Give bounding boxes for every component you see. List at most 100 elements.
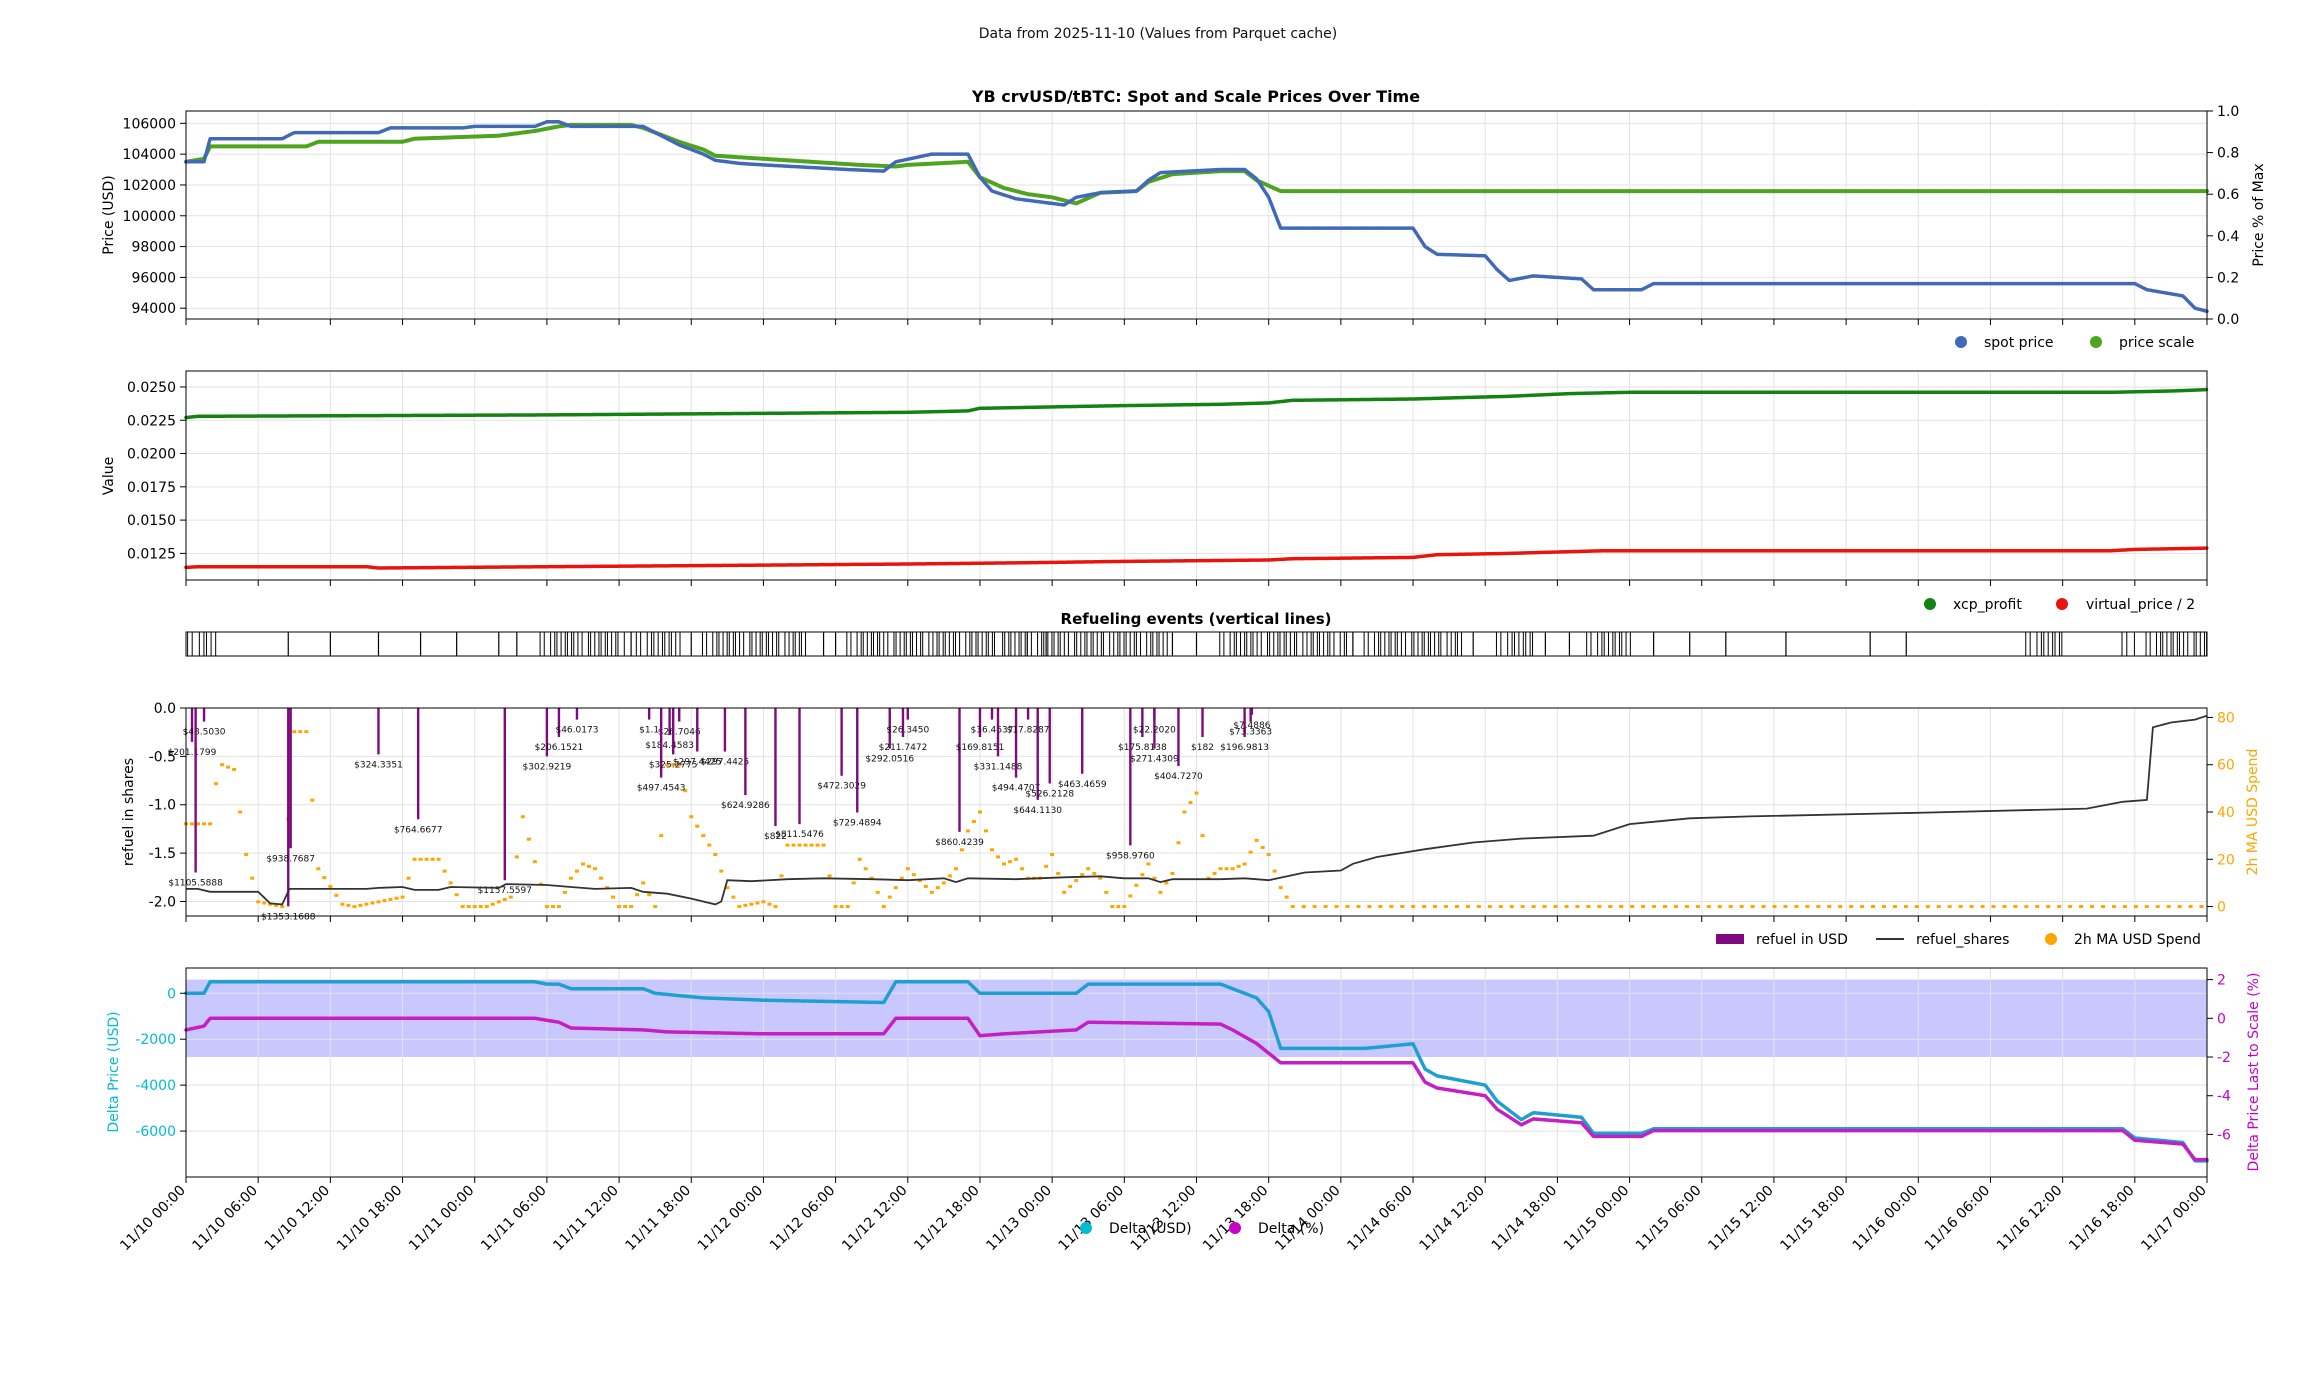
refuel-usd-label: $7.4886 [1233, 721, 1270, 731]
y-tick-label-right: -4 [2217, 1089, 2231, 1105]
ma-usd-spend-point [803, 843, 808, 847]
ma-usd-spend-point [1164, 881, 1169, 885]
ma-usd-spend-point [2166, 905, 2171, 909]
ma-usd-spend-point [833, 905, 838, 909]
ma-usd-spend-point [1608, 905, 1613, 909]
ma-usd-spend-point [526, 837, 531, 841]
refuel-usd-label: $292.0516 [865, 755, 914, 765]
ma-usd-spend-point [376, 900, 381, 904]
x-tick-label: 11/15 18:00 [1777, 1183, 1849, 1255]
legend-marker-refuel-usd [1716, 934, 1744, 944]
refuel-usd-label: $494.4707 [992, 784, 1041, 794]
x-tick-label: 11/16 00:00 [1850, 1183, 1922, 1255]
events-plot-area [187, 632, 2208, 656]
ma-usd-spend-point [262, 901, 267, 905]
refuel-y-ticks: 0.0 -0.5 -1.0 -1.5 -2.0 [149, 701, 186, 910]
ma-usd-spend-point [2024, 905, 2029, 909]
legend-marker-xcp-profit [1924, 598, 1936, 610]
y-tick-label-right: 0.6 [2217, 187, 2239, 203]
ma-usd-spend-point [1695, 905, 1700, 909]
y-tick-label: -1.0 [149, 798, 176, 814]
ma-usd-spend-point [887, 895, 892, 899]
ma-usd-spend-point [977, 810, 982, 814]
ma-usd-spend-point [1074, 879, 1079, 883]
legend-label-spot-price: spot price [1984, 335, 2054, 351]
refuel-usd-label: $184.4583 [645, 741, 694, 751]
ma-usd-spend-point [1242, 862, 1247, 866]
prices-title: YB crvUSD/tBTC: Spot and Scale Prices Ov… [971, 87, 1420, 106]
refuel-usd-label: $169.8151 [956, 743, 1005, 753]
ma-usd-spend-point [899, 876, 904, 880]
y-tick-label: -0.5 [149, 749, 176, 765]
ma-usd-spend-point [202, 822, 207, 826]
ma-usd-spend-point [683, 789, 688, 793]
refuel-usd-label: $271.4309 [1130, 755, 1179, 765]
ma-usd-spend-point [1860, 905, 1865, 909]
y-tick-label: 0.0175 [127, 480, 176, 496]
refuel-usd-label: $331.1488 [974, 762, 1023, 772]
x-tick-label: 11/15 12:00 [1705, 1183, 1777, 1255]
x-tick-label: 11/16 18:00 [2066, 1183, 2138, 1255]
x-tick-label: 11/11 18:00 [623, 1183, 695, 1255]
ma-usd-spend-point [617, 905, 622, 909]
ma-usd-spend-point [334, 893, 339, 897]
ma-usd-spend-point [743, 903, 748, 907]
ma-usd-spend-point [935, 886, 940, 890]
refuel-usd-label: $1105.5888 [168, 878, 223, 888]
ma-usd-spend-point [1761, 905, 1766, 909]
ma-usd-spend-point [641, 881, 646, 885]
ma-usd-spend-point [1531, 905, 1536, 909]
ma-usd-spend-point [1827, 905, 1832, 909]
series-price-scale [184, 122, 2209, 206]
ma-usd-spend-point [472, 905, 477, 909]
y-tick-label-right: 0 [2217, 900, 2226, 916]
refuel-ylabel-right: 2h MA USD Spend [2245, 749, 2261, 876]
y-tick-label: 0.0225 [127, 413, 176, 429]
ma-usd-spend-point [1272, 869, 1277, 873]
ma-usd-spend-point [653, 905, 658, 909]
prices-y-ticks-right: 0.0 0.2 0.4 0.6 0.8 1.0 [2207, 104, 2239, 328]
x-tick-label: 11/12 06:00 [767, 1183, 839, 1255]
ma-usd-spend-point [1487, 905, 1492, 909]
ma-usd-spend-point [400, 895, 405, 899]
x-tick-label: 11/14 06:00 [1344, 1183, 1416, 1255]
ma-usd-spend-point [1128, 894, 1133, 898]
y-tick-label-right: 20 [2217, 852, 2235, 868]
ma-usd-spend-point [1673, 905, 1678, 909]
ma-usd-spend-point [1597, 905, 1602, 909]
refuel-usd-label: $182 [1191, 743, 1214, 753]
refuel-usd-label: $324.3351 [354, 760, 403, 770]
x-tick-label: 11/11 06:00 [478, 1183, 550, 1255]
refuel-usd-label: $729.4894 [833, 818, 882, 828]
ma-usd-spend-point [544, 905, 549, 909]
ma-usd-spend-point [556, 905, 561, 909]
ma-usd-spend-point [1575, 905, 1580, 909]
ma-usd-spend-point [1652, 905, 1657, 909]
ma-usd-spend-point [749, 902, 754, 906]
ma-usd-spend-point [1194, 791, 1199, 795]
ma-usd-spend-point [893, 886, 898, 890]
ma-usd-spend-point [1564, 905, 1569, 909]
ma-usd-spend-point [929, 890, 934, 894]
ma-usd-spend-point [388, 897, 393, 901]
legend-marker-virtual-price [2056, 598, 2068, 610]
ma-usd-spend-point [923, 884, 928, 888]
ma-usd-spend-point [2090, 905, 2095, 909]
ma-usd-spend-point [1134, 883, 1139, 887]
ma-usd-spend-point [412, 857, 417, 861]
ma-usd-spend-point [2122, 905, 2127, 909]
ma-usd-spend-point [250, 876, 255, 880]
x-tick-label: 11/11 12:00 [550, 1183, 622, 1255]
refuel-panel: $201.1799 $48.5030 $1105.5888 $1353.1688 $93… [121, 701, 2261, 948]
series-delta-pct [184, 1016, 2209, 1162]
ma-usd-spend-point [1008, 860, 1013, 864]
ma-usd-spend-point [1630, 905, 1635, 909]
x-tick-label: 11/16 06:00 [1922, 1183, 1994, 1255]
ma-usd-spend-point [574, 869, 579, 873]
y-tick-label: 0.0 [154, 701, 176, 717]
ma-usd-spend-point [2100, 905, 2105, 909]
refuel-usd-label: $404.7270 [1154, 772, 1203, 782]
delta-ylabel-right: Delta Price Last to Scale (%) [2246, 973, 2262, 1172]
y-tick-label-right: -2 [2217, 1050, 2231, 1066]
x-tick-label: 11/14 00:00 [1272, 1183, 1344, 1255]
